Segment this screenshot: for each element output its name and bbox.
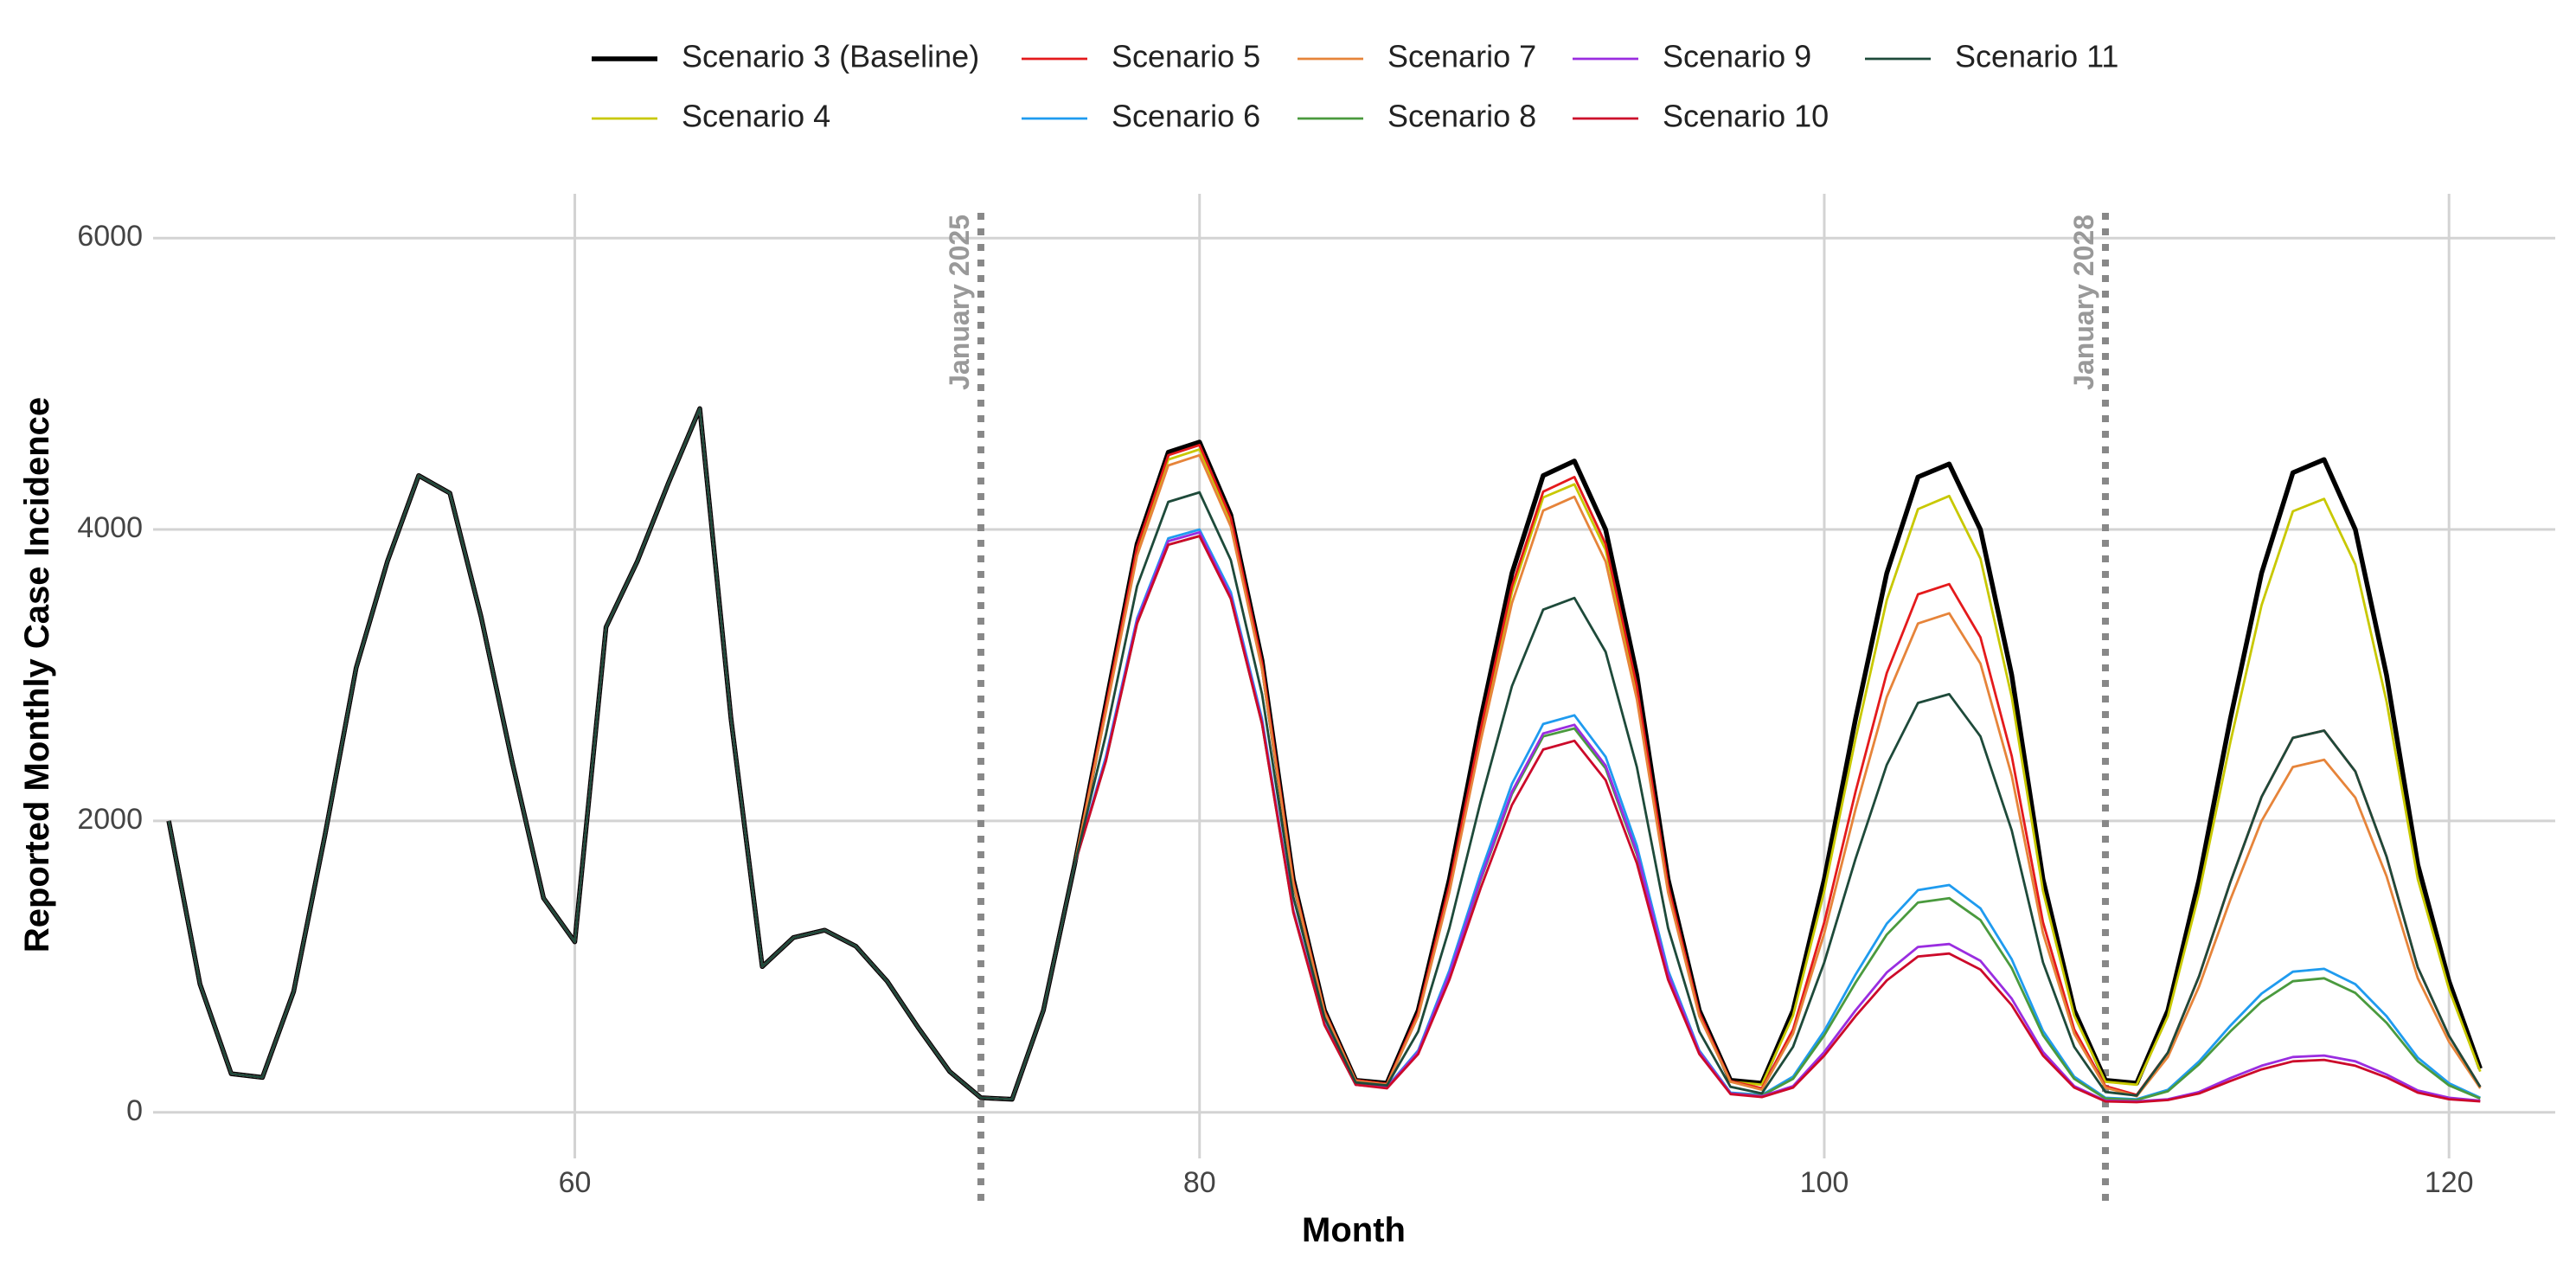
y-tick-label: 2000: [77, 803, 143, 836]
x-tick-label: 80: [1183, 1166, 1216, 1199]
annotation-label: January 2025: [944, 215, 975, 390]
series-line: [167, 407, 2482, 1100]
series-line: [166, 406, 2483, 1102]
y-tick-label: 6000: [77, 220, 143, 253]
series-line: [167, 407, 2482, 1100]
x-axis-title: Month: [1302, 1211, 1406, 1249]
legend-label: Scenario 5: [1112, 39, 1260, 74]
series-line: [167, 407, 2481, 1101]
x-tick-label: 60: [559, 1166, 592, 1199]
legend-label: Scenario 4: [682, 99, 830, 134]
legend-label: Scenario 3 (Baseline): [682, 39, 979, 74]
annotation-label: January 2028: [2068, 215, 2099, 390]
legend-label: Scenario 9: [1663, 39, 1811, 74]
legend-label: Scenario 7: [1387, 39, 1536, 74]
series-line: [167, 407, 2482, 1100]
legend-label: Scenario 8: [1387, 99, 1536, 134]
legend-label: Scenario 10: [1663, 99, 1829, 134]
legend-label: Scenario 11: [1955, 39, 2118, 74]
series-line: [167, 407, 2481, 1103]
series-line: [167, 407, 2482, 1100]
y-tick-label: 0: [126, 1094, 143, 1127]
legend-label: Scenario 6: [1112, 99, 1260, 134]
plot-area: [166, 406, 2483, 1104]
y-axis-title: Reported Monthly Case Incidence: [18, 397, 56, 952]
series-line: [167, 407, 2481, 1104]
series-line: [167, 407, 2481, 1100]
x-tick-label: 100: [1800, 1166, 1849, 1199]
y-tick-label: 4000: [77, 511, 143, 544]
x-tick-label: 120: [2425, 1166, 2474, 1199]
